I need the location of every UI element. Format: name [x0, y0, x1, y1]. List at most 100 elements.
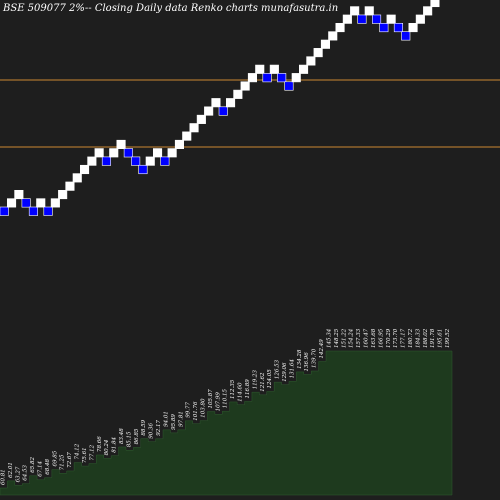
renko-brick-down — [379, 22, 389, 33]
renko-brick-up — [313, 48, 323, 58]
volume-label: 145.34 — [327, 328, 333, 348]
volume-area — [0, 350, 453, 496]
renko-brick-up — [328, 31, 338, 41]
volume-label: 173.70 — [393, 328, 399, 348]
renko-brick-down — [0, 206, 9, 216]
renko-brick-up — [364, 6, 374, 16]
renko-brick-up — [204, 106, 214, 116]
volume-label: 94.01 — [164, 411, 170, 427]
renko-brick-up — [335, 22, 345, 33]
volume-label: 184.33 — [415, 328, 421, 348]
volume-label: 199.52 — [445, 328, 451, 348]
renko-brick-up — [167, 148, 177, 158]
renko-brick-down — [123, 148, 133, 158]
volume-area-layer — [0, 350, 453, 496]
renko-brick-up — [350, 6, 360, 16]
renko-brick-up — [80, 164, 90, 175]
volume-label: 134.28 — [297, 349, 303, 369]
volume-label: 71.25 — [60, 454, 66, 470]
volume-label: 85.15 — [126, 431, 132, 447]
volume-label: 191.78 — [430, 328, 436, 348]
volume-label: 163.68 — [371, 328, 377, 348]
volume-label: 65.82 — [30, 457, 36, 473]
renko-brick-up — [189, 123, 199, 133]
volume-label: 148.25 — [334, 328, 340, 348]
volume-label: 129.06 — [282, 362, 288, 382]
renko-brick-up — [72, 173, 82, 183]
reference-lines-layer — [0, 79, 500, 148]
renko-brick-down — [131, 156, 141, 166]
renko-brick-up — [415, 14, 425, 24]
renko-brick-up — [50, 198, 60, 208]
renko-brick-up — [153, 148, 163, 158]
renko-brick-up — [87, 156, 97, 166]
volume-label: 72.67 — [67, 452, 73, 468]
renko-brick-up — [58, 190, 68, 200]
renko-brick-down — [401, 31, 411, 41]
renko-brick-up — [269, 64, 279, 74]
renko-brick-down — [218, 106, 228, 116]
renko-brick-up — [109, 148, 119, 158]
renko-brick-up — [211, 98, 221, 108]
volume-label: 160.47 — [364, 328, 370, 348]
renko-brick-down — [393, 22, 404, 33]
renko-brick-up — [94, 148, 104, 158]
volume-label: 105.87 — [208, 389, 214, 409]
volume-label: 90.36 — [149, 422, 155, 438]
volume-label: 139.70 — [312, 348, 318, 368]
renko-brick-up — [196, 114, 206, 124]
renko-brick-down — [371, 14, 382, 24]
volume-label: 67.14 — [38, 461, 44, 477]
volume-label: 74.12 — [75, 443, 81, 459]
renko-brick-up — [240, 81, 250, 91]
renko-brick-down — [138, 164, 148, 175]
chart-title: BSE 509077 2%-- Closing Daily data Renko… — [3, 3, 339, 14]
volume-label: 170.29 — [386, 328, 392, 348]
volume-label: 101.76 — [193, 401, 199, 421]
renko-brick-up — [36, 198, 46, 208]
volume-label: 110.15 — [223, 388, 229, 408]
renko-brick-down — [28, 206, 39, 216]
volume-label: 142.49 — [319, 339, 325, 359]
volume-label: 136.96 — [304, 352, 310, 372]
volume-label: 60.81 — [0, 469, 6, 485]
volume-label: 75.61 — [82, 447, 88, 463]
volume-label: 131.64 — [289, 359, 295, 379]
volume-label: 119.23 — [252, 369, 258, 389]
volume-label: 154.24 — [349, 328, 355, 348]
volume-label: 97.81 — [178, 411, 184, 427]
renko-brick-up — [247, 73, 257, 83]
volume-label: 68.48 — [45, 458, 51, 474]
volume-label: 99.77 — [186, 402, 192, 418]
renko-brick-up — [430, 0, 440, 8]
volume-label: 177.17 — [401, 328, 407, 348]
volume-label: 188.02 — [423, 328, 429, 348]
volume-label: 95.89 — [171, 414, 177, 430]
renko-brick-up — [14, 190, 24, 200]
volume-label: 86.85 — [134, 428, 140, 444]
volume-label: 81.84 — [112, 436, 118, 452]
renko-brick-down — [43, 206, 53, 216]
volume-label: 64.53 — [23, 464, 29, 480]
renko-brick-up — [423, 6, 433, 16]
volume-label: 180.72 — [408, 328, 414, 348]
volume-label: 69.85 — [52, 450, 58, 466]
volume-label: 63.27 — [15, 466, 21, 482]
volume-label: 157.33 — [356, 328, 362, 348]
renko-brick-up — [182, 131, 192, 141]
volume-label: 62.01 — [8, 462, 14, 478]
renko-brick-down — [21, 198, 31, 208]
volume-label: 77.12 — [89, 444, 95, 460]
renko-brick-up — [255, 64, 265, 74]
volume-label: 114.60 — [238, 382, 244, 402]
volume-label: 107.99 — [215, 392, 221, 412]
renko-brick-up — [386, 14, 396, 24]
renko-brick-up — [291, 73, 301, 83]
volume-label: 103.80 — [201, 398, 207, 418]
renko-brick-down — [277, 73, 287, 83]
renko-brick-down — [357, 14, 367, 24]
volume-label: 80.24 — [104, 439, 110, 455]
renko-brick-down — [101, 156, 111, 166]
